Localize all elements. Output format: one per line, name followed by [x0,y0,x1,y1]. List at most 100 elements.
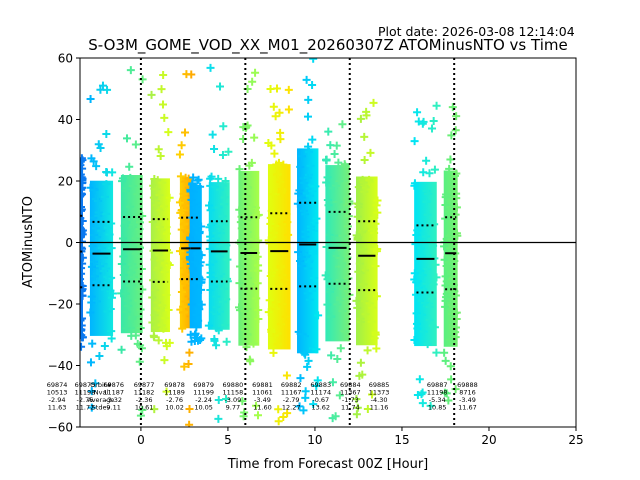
data-point [131,331,140,340]
data-point [365,299,374,308]
data-point [359,178,368,187]
data-point [245,355,254,364]
data-point [254,315,263,324]
data-point [180,362,189,371]
legend-label: Nval [94,389,109,397]
data-point [218,297,227,306]
data-point [99,253,108,262]
data-point [412,290,421,299]
data-point [122,134,131,143]
data-point [126,66,135,75]
data-point [251,68,260,77]
data-point [274,417,283,426]
data-point [297,193,306,202]
data-point [372,292,381,301]
data-point [296,162,305,171]
data-point [412,309,421,318]
data-point [373,208,382,217]
orbit-label-average: -3.32 [105,396,122,404]
data-point [428,124,437,133]
data-point [235,279,244,288]
data-point [282,371,291,380]
orbit-label-stdev: 10.02 [165,404,184,412]
data-point [275,280,284,289]
data-point [210,237,219,246]
x-tick-label: 20 [481,433,496,447]
x-tick-label: 10 [307,433,322,447]
data-point [441,356,450,365]
data-point [188,180,197,189]
data-point [149,276,158,285]
data-point [448,273,457,282]
data-point [278,239,287,248]
data-point [355,259,364,268]
data-point [221,321,230,330]
data-point [103,307,112,316]
data-point [154,336,163,345]
scatter-bands [80,58,462,427]
data-point [283,218,292,227]
data-point [148,217,157,226]
data-point [100,341,109,350]
data-point [284,230,293,239]
data-point [356,314,365,323]
data-point [314,311,323,320]
data-point [160,356,169,365]
data-point [446,362,455,371]
data-point [353,212,362,221]
orbit-label-orbit: 69875 [75,381,96,389]
orbit-band-69881 [235,68,263,421]
data-point [451,385,460,394]
data-point [118,234,127,243]
orbit-label-stdev: 11.60 [253,404,272,412]
data-point [107,334,116,343]
orbit-label-orbit: 69874 [47,381,68,389]
data-point [337,262,346,271]
data-point [80,259,87,268]
data-point [276,263,285,272]
data-point [119,252,128,261]
data-point [87,262,96,271]
data-point [155,191,164,200]
data-point [416,244,425,253]
data-point [92,224,101,233]
data-point [131,140,140,149]
data-point [428,294,437,303]
data-point [94,208,103,217]
data-point [196,182,205,191]
data-point [80,203,85,212]
data-point [342,286,351,295]
data-point [187,195,196,204]
x-tick-label: 25 [568,433,583,447]
data-point [178,324,187,333]
data-point [278,271,287,280]
orbit-label-nval: 11198 [427,389,448,397]
data-point [334,197,343,206]
data-point [432,348,441,357]
data-point [156,306,165,315]
data-point [269,190,278,199]
orbit-label-average: -2.94 [49,396,66,404]
data-point [88,242,97,251]
data-point [423,210,432,219]
data-point [330,149,339,158]
data-point [278,300,287,309]
data-point [281,312,290,321]
data-point [341,327,350,336]
data-point [267,327,276,336]
data-point [444,207,453,216]
data-point [297,152,306,161]
data-point [273,170,282,179]
data-point [352,296,361,305]
data-point [249,339,258,348]
orbit-label-orbit: 69888 [457,381,478,389]
data-point [425,169,434,178]
data-point [368,303,377,312]
orbit-band-69882 [264,84,293,426]
data-point [193,259,202,268]
data-point [279,160,288,169]
data-point [219,122,228,131]
data-point [367,317,376,326]
data-point [186,187,195,196]
